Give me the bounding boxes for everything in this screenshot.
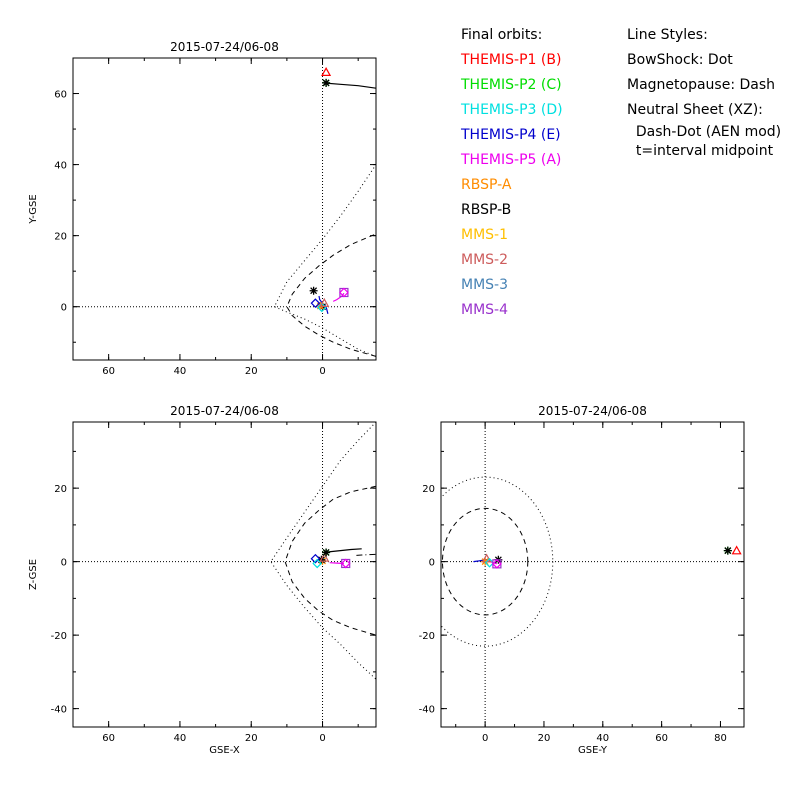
marker-triangle bbox=[731, 545, 742, 555]
marker-asterisk bbox=[322, 548, 331, 557]
plot-title: 2015-07-24/06-08 bbox=[170, 40, 279, 54]
legend-item-mms-2: MMS-2 bbox=[461, 252, 509, 268]
magnetopause-curve bbox=[284, 485, 376, 636]
plot-panel-3: 2015-07-24/06-08 0 20 40 60 80 -40 -20 0 20 GSE-Y bbox=[419, 404, 745, 756]
orbits-legend: Final orbits: THEMIS-P1 (B) THEMIS-P2 (C… bbox=[461, 23, 563, 323]
marker-triangle bbox=[321, 66, 332, 77]
neutral-sheet-curve bbox=[356, 553, 376, 556]
marker-square bbox=[339, 287, 349, 298]
marker-asterisk bbox=[723, 546, 732, 555]
legend-item-mms-4: MMS-4 bbox=[461, 302, 509, 318]
plot-area-3 bbox=[441, 422, 744, 727]
legend-item-themis-p4: THEMIS-P4 (E) bbox=[461, 127, 561, 143]
y-tick-label: -40 bbox=[51, 705, 67, 716]
line-style-neutral-sheet-mod: Dash-Dot (AEN mod) bbox=[627, 124, 782, 140]
y-tick-label: 20 bbox=[422, 484, 435, 495]
orbit-track bbox=[322, 82, 376, 89]
x-tick-label: 20 bbox=[538, 733, 551, 744]
orbit-track bbox=[332, 292, 345, 302]
x-tick-label: 80 bbox=[714, 733, 727, 744]
x-tick-label: 0 bbox=[319, 366, 325, 377]
x-tick-label: 60 bbox=[102, 733, 115, 744]
orbit-track bbox=[326, 548, 362, 553]
line-styles-legend: Line Styles: BowShock: Dot Magnetopause:… bbox=[627, 23, 781, 161]
legend-item-themis-p2: THEMIS-P2 (C) bbox=[461, 77, 562, 93]
marker-diamond bbox=[310, 298, 321, 309]
legend-item-mms-1: MMS-1 bbox=[461, 227, 509, 243]
marker-triangle bbox=[319, 297, 330, 307]
y-tick-label: 40 bbox=[54, 161, 67, 172]
x-tick-label: 0 bbox=[482, 733, 488, 744]
x-tick-label: 60 bbox=[655, 733, 668, 744]
marker-diamond bbox=[310, 553, 321, 564]
y-tick-label: 0 bbox=[61, 303, 67, 314]
plot-area-2 bbox=[73, 422, 376, 727]
orbits-legend-title: Final orbits: bbox=[461, 27, 543, 43]
y-axis-label: Z-GSE bbox=[28, 559, 39, 590]
bowshock-curve bbox=[273, 164, 376, 357]
x-tick-label: 40 bbox=[174, 366, 187, 377]
plot-panel-2: 2015-07-24/06-08 60 40 20 0 -40 -20 0 20 GSE-X Z-G… bbox=[28, 404, 377, 756]
marker-diamond bbox=[339, 287, 349, 298]
plot-title: 2015-07-24/06-08 bbox=[170, 404, 279, 418]
line-styles-title: Line Styles: bbox=[627, 27, 708, 43]
marker-asterisk bbox=[322, 78, 331, 87]
legend-item-themis-p1: THEMIS-P1 (B) bbox=[461, 52, 562, 68]
line-style-neutral-sheet: Neutral Sheet (XZ): bbox=[627, 102, 763, 118]
legend-item-rbsp-b: RBSP-B bbox=[461, 202, 512, 218]
magnetopause-circle bbox=[441, 507, 529, 616]
line-style-bowshock: BowShock: Dot bbox=[627, 52, 733, 68]
x-tick-label: 40 bbox=[596, 733, 609, 744]
plot-panel-1: 2015-07-24/06-08 60 40 20 0 0 20 40 60 Y-GSE bbox=[28, 40, 377, 377]
y-tick-label: -40 bbox=[419, 705, 435, 716]
plot-area-1 bbox=[73, 58, 376, 360]
bowshock-curve bbox=[270, 422, 376, 680]
y-tick-label: 0 bbox=[61, 558, 67, 569]
marker-diamond bbox=[340, 558, 351, 569]
marker-diamond bbox=[312, 558, 323, 569]
marker-triangle bbox=[319, 552, 330, 562]
x-tick-label: 20 bbox=[245, 733, 258, 744]
y-tick-label: 60 bbox=[54, 90, 67, 101]
x-tick-label: 20 bbox=[245, 366, 258, 377]
x-tick-label: 0 bbox=[319, 733, 325, 744]
y-tick-label: 0 bbox=[429, 558, 435, 569]
marker-diamond bbox=[492, 558, 502, 569]
plot-frame bbox=[72, 57, 377, 361]
marker-diamond bbox=[484, 557, 495, 568]
line-style-midpoint-note: t=interval midpoint bbox=[627, 143, 774, 159]
x-axis-label: GSE-Y bbox=[578, 745, 608, 756]
x-axis-label: GSE-X bbox=[209, 745, 240, 756]
y-tick-label: 20 bbox=[54, 484, 67, 495]
y-tick-label: -20 bbox=[51, 631, 67, 642]
y-tick-label: -20 bbox=[419, 631, 435, 642]
line-style-magnetopause: Magnetopause: Dash bbox=[627, 77, 776, 93]
y-tick-label: 20 bbox=[54, 232, 67, 243]
plot-frame bbox=[72, 421, 377, 728]
legend-item-rbsp-a: RBSP-A bbox=[461, 177, 512, 193]
plot-title: 2015-07-24/06-08 bbox=[538, 404, 647, 418]
bowshock-circle bbox=[441, 476, 554, 647]
magnetopause-curve bbox=[286, 233, 376, 357]
marker-asterisk bbox=[309, 286, 318, 295]
x-tick-label: 40 bbox=[174, 733, 187, 744]
legend-item-themis-p5: THEMIS-P5 (A) bbox=[461, 152, 562, 168]
legend-item-mms-3: MMS-3 bbox=[461, 277, 509, 293]
x-tick-label: 60 bbox=[102, 366, 115, 377]
y-axis-label: Y-GSE bbox=[28, 194, 39, 224]
plot-frame bbox=[440, 421, 745, 728]
legend-item-themis-p3: THEMIS-P3 (D) bbox=[461, 102, 563, 118]
